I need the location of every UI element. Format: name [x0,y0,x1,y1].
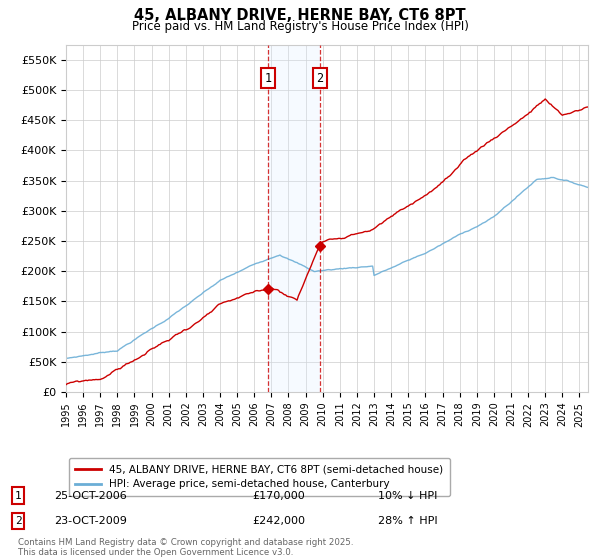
Text: 2: 2 [14,516,22,526]
Text: £170,000: £170,000 [252,491,305,501]
Legend: 45, ALBANY DRIVE, HERNE BAY, CT6 8PT (semi-detached house), HPI: Average price, : 45, ALBANY DRIVE, HERNE BAY, CT6 8PT (se… [68,458,449,496]
Bar [268,45,320,392]
Text: 1: 1 [14,491,22,501]
Text: 28% ↑ HPI: 28% ↑ HPI [378,516,437,526]
Text: Price paid vs. HM Land Registry's House Price Index (HPI): Price paid vs. HM Land Registry's House … [131,20,469,32]
Text: £242,000: £242,000 [252,516,305,526]
Text: 25-OCT-2006: 25-OCT-2006 [54,491,127,501]
Text: 2: 2 [316,72,323,85]
Text: 23-OCT-2009: 23-OCT-2009 [54,516,127,526]
Text: 10% ↓ HPI: 10% ↓ HPI [378,491,437,501]
Text: Contains HM Land Registry data © Crown copyright and database right 2025.
This d: Contains HM Land Registry data © Crown c… [18,538,353,557]
Text: 45, ALBANY DRIVE, HERNE BAY, CT6 8PT: 45, ALBANY DRIVE, HERNE BAY, CT6 8PT [134,8,466,24]
Text: 1: 1 [265,72,272,85]
